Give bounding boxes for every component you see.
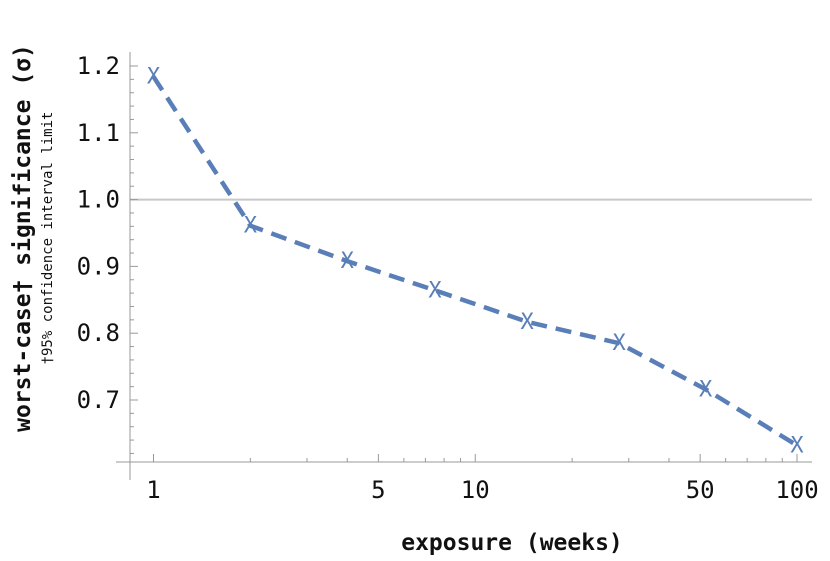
data-point-marker: X	[341, 249, 355, 274]
data-point-marker: X	[428, 278, 442, 303]
y-tick-label: 0.7	[77, 386, 120, 414]
data-point-marker: X	[521, 310, 535, 335]
y-tick-label: 0.8	[77, 319, 120, 347]
x-tick-label: 100	[775, 476, 818, 504]
data-point-marker: X	[699, 377, 713, 402]
data-point-marker: X	[790, 433, 804, 458]
y-tick-label: 1.1	[77, 119, 120, 147]
x-tick-label: 5	[371, 476, 385, 504]
y-tick-label: 1.0	[77, 186, 120, 214]
y-axis-note: †95% confidence interval limit	[40, 112, 56, 365]
data-point-marker: X	[244, 214, 258, 239]
data-point-marker: X	[147, 65, 161, 90]
y-axis-title: worst-case† significance (σ)	[10, 44, 36, 432]
x-tick-label: 1	[146, 476, 160, 504]
y-tick-label: 0.9	[77, 252, 120, 280]
y-tick-label: 1.2	[77, 52, 120, 80]
x-tick-label: 50	[686, 476, 715, 504]
x-axis-title: exposure (weeks)	[401, 530, 623, 556]
data-point-marker: X	[612, 331, 626, 356]
x-tick-label: 10	[461, 476, 490, 504]
